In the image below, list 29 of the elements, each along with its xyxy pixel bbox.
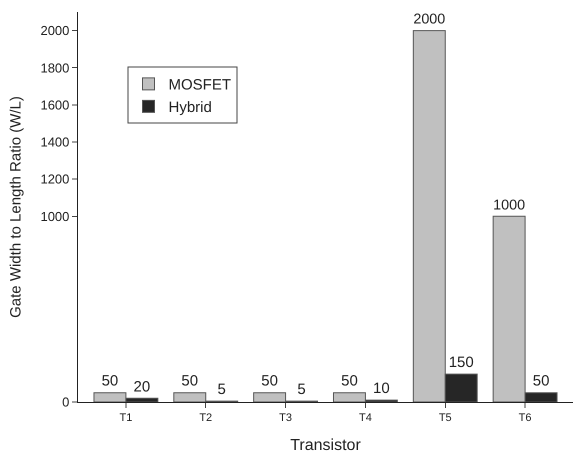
x-axis-title: Transistor bbox=[290, 436, 362, 454]
data-label: 50 bbox=[341, 372, 358, 390]
data-label: 20 bbox=[134, 378, 150, 396]
data-label: 2000 bbox=[413, 12, 446, 28]
y-tick-label: 1800 bbox=[40, 60, 70, 76]
data-label: 5 bbox=[218, 381, 226, 398]
x-tick-label: T2 bbox=[199, 412, 212, 424]
data-label: 50 bbox=[261, 372, 278, 390]
x-tick-label: T6 bbox=[518, 412, 532, 424]
x-tick-label: T1 bbox=[119, 412, 132, 424]
data-label: 10 bbox=[373, 380, 390, 398]
data-label: 150 bbox=[448, 354, 474, 372]
data-label: 1000 bbox=[493, 197, 526, 214]
y-tick-label: 1600 bbox=[40, 97, 70, 112]
legend-label: Hybrid bbox=[168, 99, 212, 116]
x-tick-label: T4 bbox=[359, 412, 372, 424]
data-label: 50 bbox=[532, 372, 550, 390]
y-tick-label: 1400 bbox=[40, 134, 70, 150]
x-tick-label: T3 bbox=[279, 412, 292, 424]
data-label: 50 bbox=[181, 372, 198, 390]
data-label: 50 bbox=[102, 372, 118, 390]
data-label: 5 bbox=[297, 381, 306, 398]
y-tick-label: 1000 bbox=[40, 208, 70, 224]
legend-label: MOSFET bbox=[168, 76, 231, 94]
y-axis-title: Gate Width to Length Ratio (W/L) bbox=[8, 96, 25, 318]
x-tick-label: T5 bbox=[438, 412, 452, 424]
y-tick-label: 0 bbox=[62, 394, 70, 410]
y-tick-label: 2000 bbox=[40, 23, 70, 38]
y-tick-label: 1200 bbox=[40, 172, 70, 187]
